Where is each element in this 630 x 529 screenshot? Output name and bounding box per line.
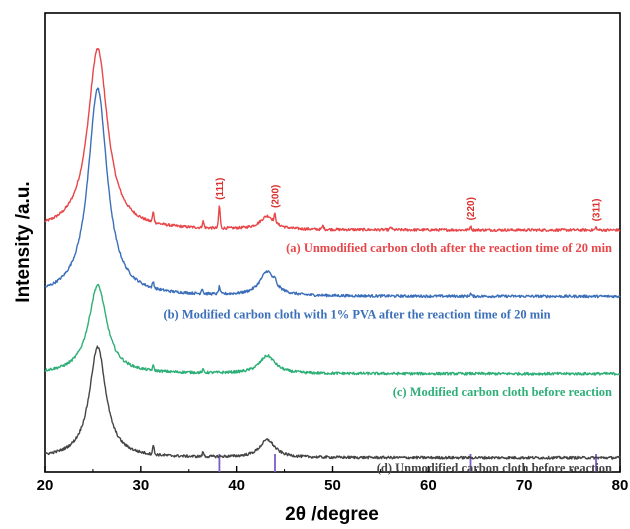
series-label-b: (b) Modified carbon cloth with 1% PVA af…: [163, 307, 550, 321]
series-line-c: [44, 283, 621, 376]
peak-label: (220): [466, 197, 477, 220]
peak-label: (311): [592, 199, 603, 222]
peak-label: (200): [271, 185, 282, 208]
peak-labels: (111) (200) (220) (311): [215, 178, 603, 222]
series-lines: [44, 47, 621, 460]
series-labels: (a) Unmodified carbon cloth after the re…: [163, 241, 612, 475]
series-line-d: [44, 345, 621, 460]
x-tick-label: 40: [228, 477, 245, 494]
series-label-c: (c) Modified carbon cloth before reactio…: [393, 385, 612, 399]
series-label-d: (d) Unmodified carbon cloth before react…: [377, 461, 612, 475]
y-axis-title: Intensity /a.u.: [13, 181, 34, 302]
series-line-a: [44, 47, 621, 233]
x-tick-label: 20: [37, 477, 54, 494]
x-axis-ticks: 20 30 40 50 60 70 80: [37, 466, 629, 494]
peak-label: (111): [215, 178, 226, 200]
series-line-b: [44, 87, 621, 299]
x-tick-label: 60: [420, 477, 437, 494]
x-tick-label: 30: [132, 477, 149, 494]
x-tick-label: 50: [324, 477, 341, 494]
x-tick-label: 80: [612, 477, 629, 494]
series-label-a: (a) Unmodified carbon cloth after the re…: [286, 241, 612, 255]
x-axis-title: 2θ /degree: [285, 504, 379, 525]
x-tick-label: 70: [516, 477, 533, 494]
